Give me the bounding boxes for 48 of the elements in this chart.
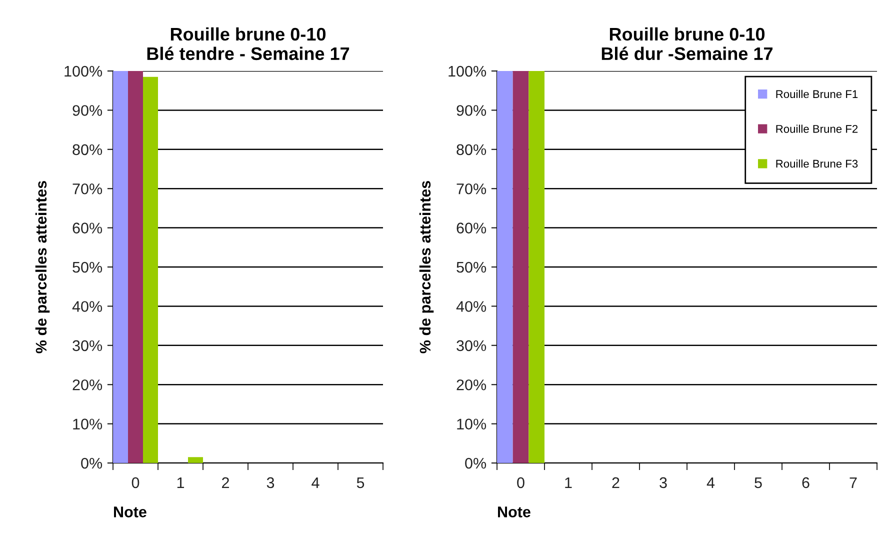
x-tick-label: 1 [565, 477, 572, 488]
x-tick-label: 2 [222, 477, 229, 488]
x-tick-label: 7 [850, 477, 857, 488]
x-tick-label: 6 [802, 477, 810, 488]
y-tick-label: 100% [448, 66, 486, 77]
x-tick-label: 2 [612, 477, 620, 488]
y-tick-label: 80% [72, 144, 102, 156]
bar [128, 71, 143, 463]
y-axis-title: % de parcelles atteintes [35, 181, 50, 354]
y-tick-label: 90% [456, 105, 486, 116]
x-tick-label: 4 [706, 477, 715, 488]
y-tick-label: 20% [72, 379, 102, 390]
y-tick-label: 60% [456, 222, 486, 234]
y-tick-label: 70% [456, 183, 486, 194]
x-tick-label: 5 [754, 477, 762, 488]
chart-title: Rouille brune 0-10 Blé tendre - Semaine 17 [147, 27, 350, 60]
legend-label: Rouille Brune F3 [776, 159, 858, 168]
y-tick-label: 60% [72, 222, 102, 234]
y-tick-label: 90% [72, 105, 102, 116]
y-tick-label: 20% [456, 379, 486, 390]
x-axis-title: Note [498, 506, 530, 518]
y-tick-label: 30% [72, 340, 102, 352]
y-tick-label: 80% [456, 144, 486, 156]
y-tick-label: 40% [456, 301, 486, 312]
x-tick-label: 5 [356, 477, 364, 488]
y-tick-label: 70% [72, 183, 102, 194]
y-tick-label: 10% [73, 418, 102, 430]
bar [188, 457, 203, 463]
chart-title: Rouille brune 0-10 Blé dur -Semaine 17 [602, 27, 773, 60]
y-tick-label: 30% [456, 340, 486, 352]
x-tick-label: 0 [517, 477, 524, 488]
y-tick-label: 10% [457, 418, 486, 430]
x-tick-label: 0 [132, 477, 140, 488]
y-tick-label: 0% [465, 458, 486, 469]
y-axis-title: % de parcelles atteintes [419, 181, 434, 354]
x-tick-label: 4 [312, 477, 320, 488]
y-tick-label: 50% [72, 262, 102, 273]
bar [143, 76, 158, 463]
legend-label: Rouille Brune F1 [776, 90, 858, 98]
y-tick-label: 100% [64, 66, 102, 77]
y-tick-label: 50% [456, 262, 486, 273]
legend-label: Rouille Brune F2 [776, 124, 858, 133]
x-tick-label: 3 [266, 477, 274, 488]
x-tick-label: 1 [177, 477, 184, 488]
y-tick-label: 0% [81, 458, 102, 469]
x-axis-title: Note [114, 506, 146, 518]
y-tick-label: 40% [72, 301, 102, 312]
x-tick-label: 3 [660, 477, 667, 488]
